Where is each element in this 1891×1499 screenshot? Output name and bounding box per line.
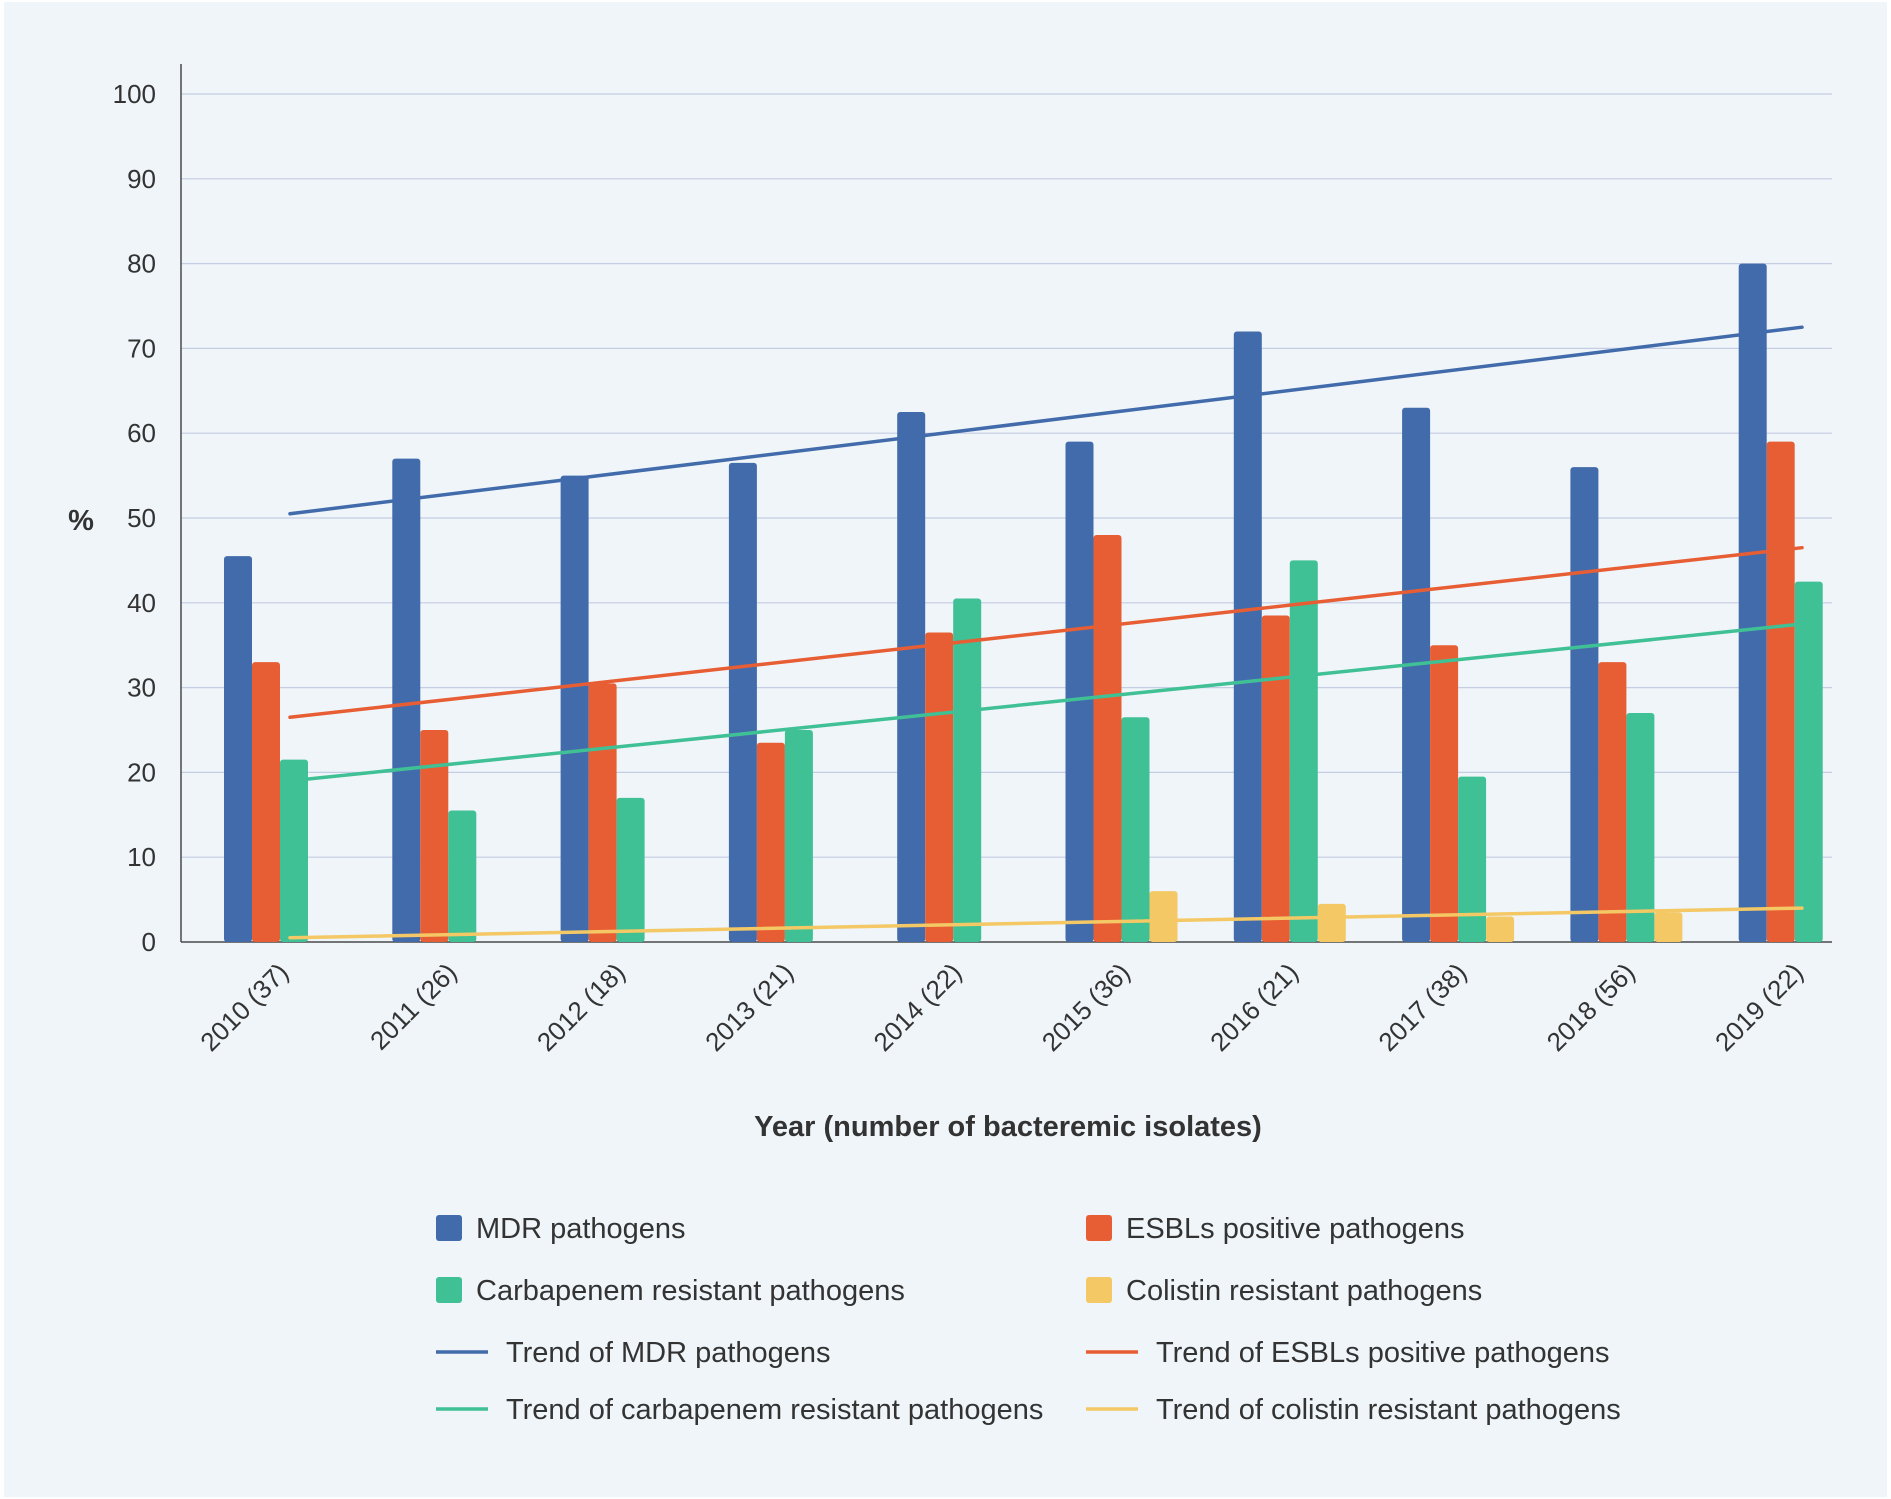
bar-esbls-positive-pathogens [1598, 662, 1627, 942]
x-tick-label: 2012 (18) [531, 957, 631, 1057]
y-tick-label: 40 [127, 588, 156, 618]
y-tick-label: 70 [127, 333, 156, 363]
bar-mdr-pathogens [1738, 263, 1767, 943]
y-tick-label: 50 [127, 503, 156, 533]
bar-carbapenem-resistant-pathogens [1289, 560, 1318, 942]
bar-carbapenem-resistant-pathogens [1626, 713, 1655, 942]
bar-carbapenem-resistant-pathogens [784, 730, 813, 942]
bar-esbls-positive-pathogens [420, 730, 449, 942]
trend-line [288, 906, 1804, 940]
x-tick-label: 2017 (38) [1372, 957, 1472, 1057]
legend-label: Carbapenem resistant pathogens [476, 1275, 905, 1307]
legend-swatch [1086, 1215, 1112, 1241]
grid-lines [181, 93, 1832, 858]
bar-colistin-resistant-pathogens [1317, 903, 1346, 942]
legend-label: Colistin resistant pathogens [1126, 1275, 1482, 1307]
bar-esbls-positive-pathogens [756, 742, 785, 942]
bar-carbapenem-resistant-pathogens [280, 759, 308, 942]
legend-swatch [436, 1215, 462, 1241]
bar-mdr-pathogens [1402, 407, 1431, 942]
bar-colistin-resistant-pathogens [1654, 912, 1683, 942]
x-axis-title: Year (number of bacteremic isolates) [754, 1111, 1262, 1143]
x-tick-label: 2013 (21) [699, 957, 799, 1057]
bar-esbls-positive-pathogens [925, 632, 954, 942]
trend-line [288, 545, 1804, 720]
x-tick-label: 2011 (26) [364, 957, 463, 1056]
y-axis-title: % [68, 505, 94, 537]
x-tick-label: 2018 (56) [1541, 957, 1641, 1057]
legend-label: ESBLs positive pathogens [1126, 1213, 1465, 1245]
legend-label: MDR pathogens [476, 1213, 686, 1245]
bar-carbapenem-resistant-pathogens [1794, 581, 1823, 942]
bar-mdr-pathogens [728, 462, 757, 942]
bars [224, 263, 1823, 943]
bar-esbls-positive-pathogens [1261, 615, 1290, 942]
bar-mdr-pathogens [1570, 467, 1599, 942]
y-tick-label: 10 [127, 842, 156, 872]
bar-carbapenem-resistant-pathogens [448, 810, 477, 942]
bar-esbls-positive-pathogens [252, 662, 280, 942]
bar-colistin-resistant-pathogens [1486, 916, 1515, 942]
bar-esbls-positive-pathogens [1766, 441, 1795, 942]
trend-line [288, 325, 1804, 516]
x-tick-label: 2019 (22) [1709, 957, 1809, 1057]
y-tick-label: 20 [127, 757, 156, 787]
legend-label: Trend of ESBLs positive pathogens [1156, 1337, 1610, 1369]
x-tick-label: 2016 (21) [1204, 957, 1304, 1057]
x-tick-labels: 2010 (37) 2011 (26) 2012 (18) 2013 (21) 2014… [194, 957, 1809, 1057]
x-tick-label: 2015 (36) [1036, 957, 1136, 1057]
y-tick-label: 60 [127, 418, 156, 448]
bar-esbls-positive-pathogens [1093, 534, 1122, 942]
y-tick-label: 100 [113, 79, 156, 109]
bar-carbapenem-resistant-pathogens [616, 797, 645, 942]
legend-swatch [436, 1277, 462, 1303]
bar-mdr-pathogens [392, 458, 421, 942]
bar-carbapenem-resistant-pathogens [1121, 717, 1150, 942]
y-tick-labels: 0 10 20 30 40 50 60 70 80 90 100 [113, 79, 156, 957]
legend-label: Trend of colistin resistant pathogens [1156, 1394, 1621, 1426]
bar-mdr-pathogens [560, 475, 589, 942]
y-tick-label: 30 [127, 673, 156, 703]
x-tick-label: 2010 (37) [194, 957, 294, 1057]
bar-mdr-pathogens [897, 412, 926, 942]
bar-mdr-pathogens [1065, 441, 1094, 942]
y-tick-label: 90 [127, 164, 156, 194]
bar-colistin-resistant-pathogens [1149, 891, 1178, 942]
trend-line [288, 622, 1804, 783]
bar-esbls-positive-pathogens [1430, 645, 1459, 942]
bar-carbapenem-resistant-pathogens [953, 598, 982, 942]
legend: MDR pathogens ESBLs positive pathogens Car… [436, 1213, 1621, 1426]
bar-carbapenem-resistant-pathogens [1458, 776, 1487, 942]
legend-label: Trend of carbapenem resistant pathogens [506, 1394, 1043, 1426]
y-tick-label: 80 [127, 249, 156, 279]
bar-mdr-pathogens [1233, 331, 1262, 942]
y-tick-label: 0 [142, 927, 156, 957]
bar-esbls-positive-pathogens [588, 683, 617, 942]
chart-panel: 0 10 20 30 40 50 60 70 80 90 100 2010 (37) 2011 (26… [4, 2, 1887, 1497]
trend-lines [288, 325, 1804, 940]
x-tick-label: 2014 (22) [868, 957, 968, 1057]
legend-label: Trend of MDR pathogens [506, 1337, 831, 1369]
legend-swatch [1086, 1277, 1112, 1303]
bar-mdr-pathogens [224, 556, 252, 942]
chart-svg: 0 10 20 30 40 50 60 70 80 90 100 2010 (37) 2011 (26… [68, 64, 1832, 1426]
